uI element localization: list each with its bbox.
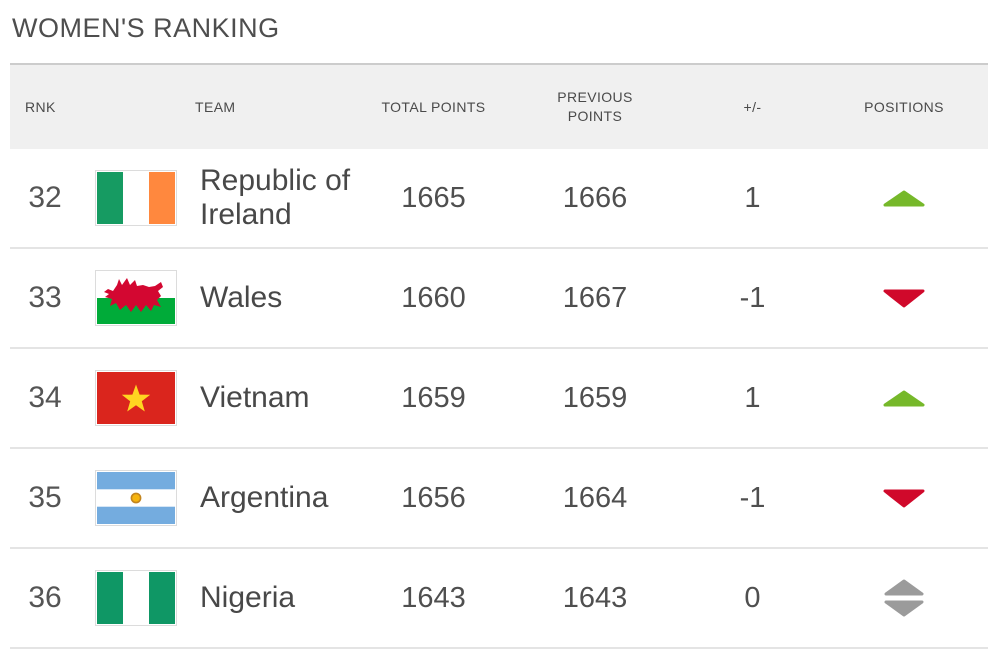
wales-flag-icon (95, 270, 177, 326)
total-points-value: 1656 (401, 481, 466, 514)
table-row[interactable]: 32 Republic of Ireland 1665 1666 1 (10, 149, 988, 249)
team-name: Wales (200, 281, 283, 315)
previous-points-value: 1643 (562, 581, 628, 614)
team-name: Nigeria (200, 581, 296, 615)
rank-value: 34 (28, 381, 62, 414)
argentina-flag-icon (95, 470, 177, 526)
ranking-table: RNK TEAM TOTAL POINTS PREVIOUS POINTS +/… (10, 63, 988, 649)
total-points-value: 1643 (401, 581, 466, 614)
table-row[interactable]: 36 Nigeria 1643 1643 0 (10, 549, 988, 649)
stable-arrow-icon (882, 578, 926, 618)
change-value: -1 (739, 481, 766, 514)
total-points-value: 1665 (401, 181, 466, 214)
table-row[interactable]: 35 Argentina 1656 1664 -1 (10, 449, 988, 549)
ireland-flag-icon (95, 170, 177, 226)
previous-points-value: 1666 (562, 181, 628, 214)
column-header-total-points: TOTAL POINTS (381, 99, 486, 115)
column-header-team: TEAM (195, 99, 236, 115)
change-value: 0 (744, 581, 761, 614)
page-title: WOMEN'S RANKING (12, 13, 280, 43)
up-arrow-icon (882, 390, 926, 407)
previous-points-value: 1659 (562, 381, 628, 414)
total-points-value: 1660 (401, 281, 466, 314)
previous-points-value: 1667 (562, 281, 628, 314)
rank-value: 35 (28, 481, 62, 514)
team-name: Republic of Ireland (200, 164, 351, 231)
change-value: 1 (744, 381, 761, 414)
rank-value: 33 (28, 281, 62, 314)
table-row[interactable]: 34 Vietnam 1659 1659 1 (10, 349, 988, 449)
down-arrow-icon (882, 489, 926, 508)
team-name: Vietnam (200, 381, 310, 415)
previous-points-value: 1664 (562, 481, 628, 514)
change-value: 1 (744, 181, 761, 214)
column-header-positions: POSITIONS (864, 99, 944, 115)
down-arrow-icon (882, 289, 926, 308)
nigeria-flag-icon (95, 570, 177, 626)
team-name: Argentina (200, 481, 329, 515)
table-header-row: RNK TEAM TOTAL POINTS PREVIOUS POINTS +/… (10, 63, 988, 149)
column-header-rank: RNK (25, 99, 56, 115)
table-row[interactable]: 33 Wales 1660 1667 -1 (10, 249, 988, 349)
vietnam-flag-icon (95, 370, 177, 426)
change-value: -1 (739, 281, 766, 314)
column-header-previous-points: PREVIOUS POINTS (557, 89, 633, 124)
rank-value: 32 (28, 181, 62, 214)
total-points-value: 1659 (401, 381, 466, 414)
ranking-rows: 32 Republic of Ireland 1665 1666 1 33 Wa… (10, 149, 988, 649)
up-arrow-icon (882, 190, 926, 207)
rank-value: 36 (28, 581, 62, 614)
column-header-change: +/- (743, 99, 762, 115)
